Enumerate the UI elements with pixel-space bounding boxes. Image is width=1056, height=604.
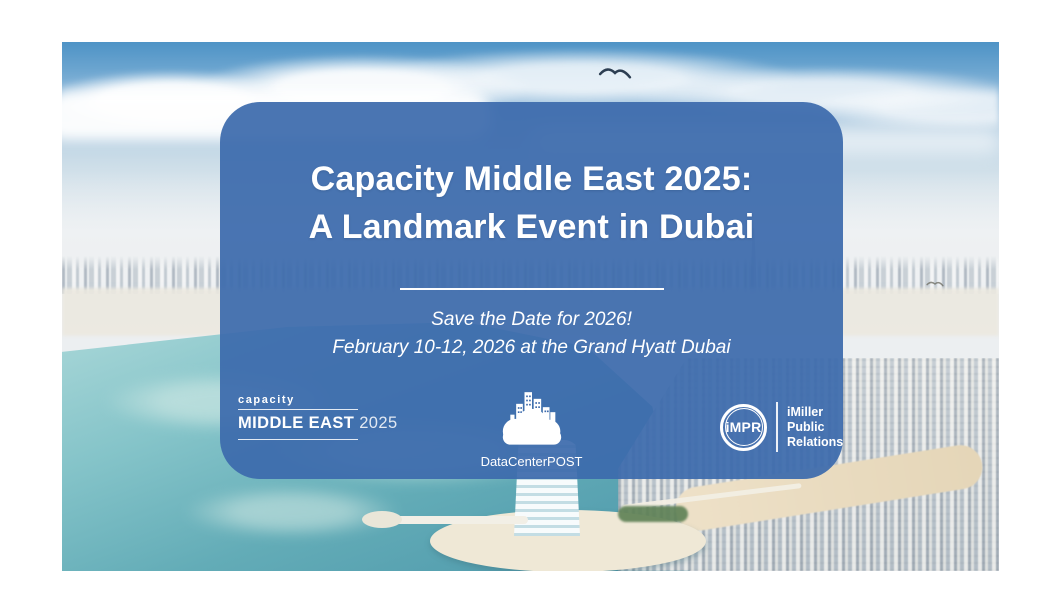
- save-the-date-line1: Save the Date for 2026!: [431, 309, 632, 330]
- dubai-aerial-photo: Capacity Middle East 2025: A Landmark Ev…: [62, 42, 999, 571]
- impr-logo-divider: [776, 402, 778, 452]
- impr-logo: iMPR iMiller Public Relations: [720, 402, 843, 452]
- save-the-date-line2: February 10-12, 2026 at the Grand Hyatt …: [332, 337, 731, 358]
- capacity-region-text: MIDDLE EAST 2025: [238, 413, 397, 436]
- impr-badge-icon: iMPR: [720, 403, 767, 451]
- impr-name-line3: Relations: [787, 434, 844, 449]
- datacenterpost-logo: DataCenterPOST: [477, 383, 587, 469]
- seagull-icon: [598, 64, 632, 82]
- event-title-line2: A Landmark Event in Dubai: [308, 208, 755, 246]
- capacity-region-label: MIDDLE EAST: [238, 414, 355, 432]
- impr-name-line1: iMiller: [787, 404, 824, 419]
- capacity-middle-east-logo: capacity MIDDLE EAST 2025: [238, 394, 397, 443]
- impr-name-line2: Public: [787, 419, 825, 434]
- event-title-line1: Capacity Middle East 2025:: [310, 160, 753, 198]
- capacity-logo-rule-top: [238, 409, 358, 410]
- impr-badge-label: iMPR: [725, 419, 762, 435]
- pier: [384, 516, 528, 524]
- event-card: Capacity Middle East 2025: A Landmark Ev…: [220, 102, 843, 479]
- capacity-year-label: 2025: [359, 414, 398, 432]
- island-trees: [618, 506, 688, 522]
- cloud-buildings-icon: [477, 383, 587, 453]
- impr-company-name: iMiller Public Relations: [787, 405, 843, 450]
- capacity-logo-rule-bottom: [238, 439, 358, 440]
- event-title: Capacity Middle East 2025: A Landmark Ev…: [220, 155, 843, 251]
- title-divider: [399, 288, 664, 290]
- datacenterpost-label: DataCenterPOST: [480, 454, 583, 469]
- bird-icon: [926, 276, 944, 287]
- pier-head: [362, 511, 402, 528]
- save-the-date-text: Save the Date for 2026! February 10-12, …: [220, 306, 843, 362]
- capacity-brand-text: capacity: [238, 394, 295, 406]
